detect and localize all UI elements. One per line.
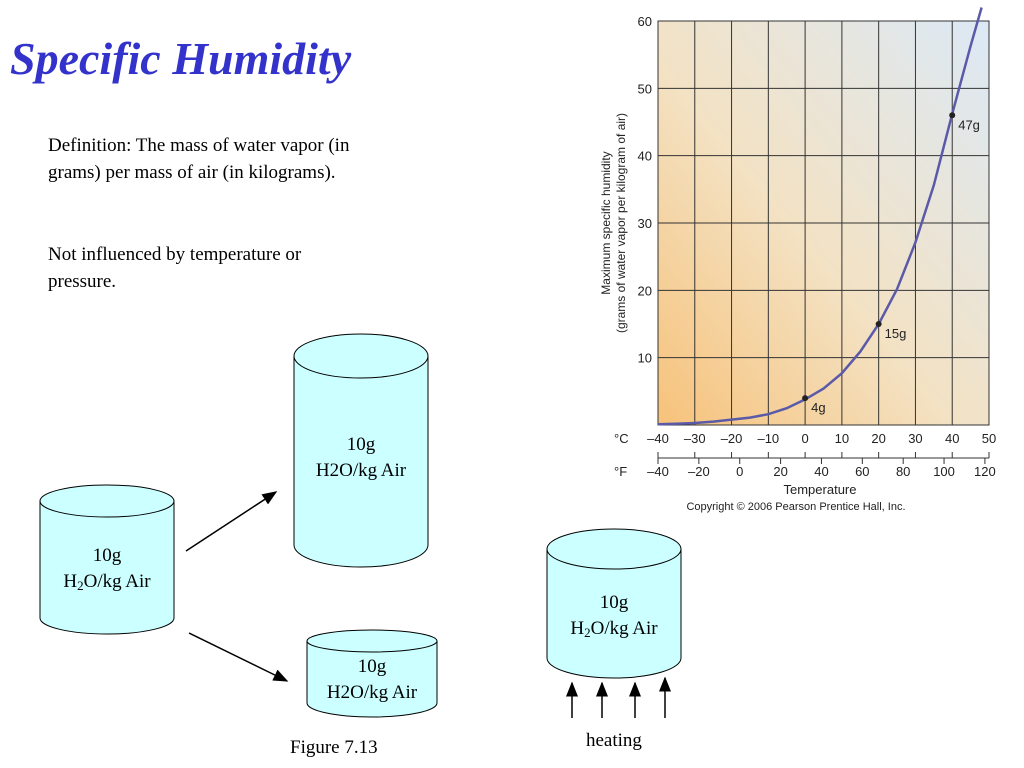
fahrenheit-tick-label: 60 xyxy=(855,464,869,479)
cylinder-short-unit: H2O/kg Air xyxy=(326,682,418,703)
celsius-tick-label: 50 xyxy=(982,431,996,446)
data-point xyxy=(949,112,956,119)
data-point-label: 15g xyxy=(885,326,907,341)
heating-label: heating xyxy=(586,730,642,751)
y-axis-ticks: 10 20 30 40 50 60 xyxy=(638,14,652,366)
y-axis-label-line1: Maximum specific humidity xyxy=(599,151,613,294)
definition-text: Definition: The mass of water vapor (in … xyxy=(48,135,350,183)
cylinder-left-value: 10g xyxy=(92,545,122,566)
celsius-tick-label: –10 xyxy=(757,431,779,446)
cylinder-tall-unit: H2O/kg Air xyxy=(315,460,407,481)
cylinder-heated xyxy=(546,528,682,679)
fahrenheit-unit: °F xyxy=(614,464,627,479)
slide-title: Specific Humidity xyxy=(10,33,352,84)
y-axis-label-line2: (grams of water vapor per kilogram of ai… xyxy=(614,113,628,333)
y-tick-label: 10 xyxy=(638,351,652,366)
y-tick-label: 40 xyxy=(638,149,652,164)
celsius-tick-label: 0 xyxy=(801,431,808,446)
cylinder-left-label: 10g H2O/kg Air xyxy=(40,543,174,595)
cylinder-heated-label: 10g H2O/kg Air xyxy=(547,590,681,642)
fahrenheit-tick-label: –20 xyxy=(688,464,710,479)
y-tick-label: 60 xyxy=(638,14,652,29)
celsius-axis: –40 –30 –20 –10 0 10 20 30 40 50 xyxy=(647,431,996,459)
data-point-label: 4g xyxy=(811,400,825,415)
y-tick-label: 50 xyxy=(638,81,652,96)
celsius-tick-label: 20 xyxy=(871,431,885,446)
cylinder-short-label: 10g H2O/kg Air xyxy=(307,654,437,706)
cylinder-tall-value: 10g xyxy=(346,434,376,455)
fahrenheit-tick-label: 100 xyxy=(933,464,955,479)
fahrenheit-tick-label: 40 xyxy=(814,464,828,479)
fahrenheit-tick-label: 80 xyxy=(896,464,910,479)
data-point xyxy=(875,321,882,327)
celsius-tick-label: 30 xyxy=(908,431,922,446)
grid xyxy=(658,21,989,425)
arrow-to-tall xyxy=(185,491,278,552)
cylinder-heated-value: 10g xyxy=(599,592,629,613)
cylinder-short-value: 10g xyxy=(357,656,387,677)
cylinder-left xyxy=(39,484,175,635)
fahrenheit-tick-label: 0 xyxy=(736,464,743,479)
cylinder-tall xyxy=(293,333,429,568)
y-tick-label: 30 xyxy=(638,216,652,231)
humidity-curve xyxy=(657,7,983,426)
annotated-points: 4g 15g 47g xyxy=(802,112,980,415)
fahrenheit-tick-label: 120 xyxy=(974,464,996,479)
y-tick-label: 20 xyxy=(638,283,652,298)
celsius-tick-label: 10 xyxy=(835,431,849,446)
x-axis-label: Temperature xyxy=(784,482,857,497)
data-point-label: 47g xyxy=(958,117,980,132)
cylinder-short xyxy=(306,629,438,718)
celsius-tick-label: –20 xyxy=(721,431,743,446)
celsius-unit: °C xyxy=(614,431,629,446)
fahrenheit-axis: –40 –20 0 20 40 60 80 100 120 xyxy=(647,458,996,479)
celsius-tick-label: –30 xyxy=(684,431,706,446)
cylinder-heated-unit: H2O/kg Air xyxy=(570,618,658,640)
celsius-tick-label: 40 xyxy=(945,431,959,446)
fahrenheit-tick-label: 20 xyxy=(773,464,787,479)
note-text: Not influenced by temperature or pressur… xyxy=(48,244,302,292)
arrow-to-short xyxy=(188,632,289,682)
cylinder-left-unit: H2O/kg Air xyxy=(63,571,151,593)
figure-caption: Figure 7.13 xyxy=(290,737,378,758)
celsius-tick-label: –40 xyxy=(647,431,669,446)
cylinder-tall-label: 10g H2O/kg Air xyxy=(294,432,428,484)
data-point xyxy=(802,395,809,402)
fahrenheit-tick-label: –40 xyxy=(647,464,669,479)
copyright-text: Copyright © 2006 Pearson Prentice Hall, … xyxy=(686,501,905,513)
